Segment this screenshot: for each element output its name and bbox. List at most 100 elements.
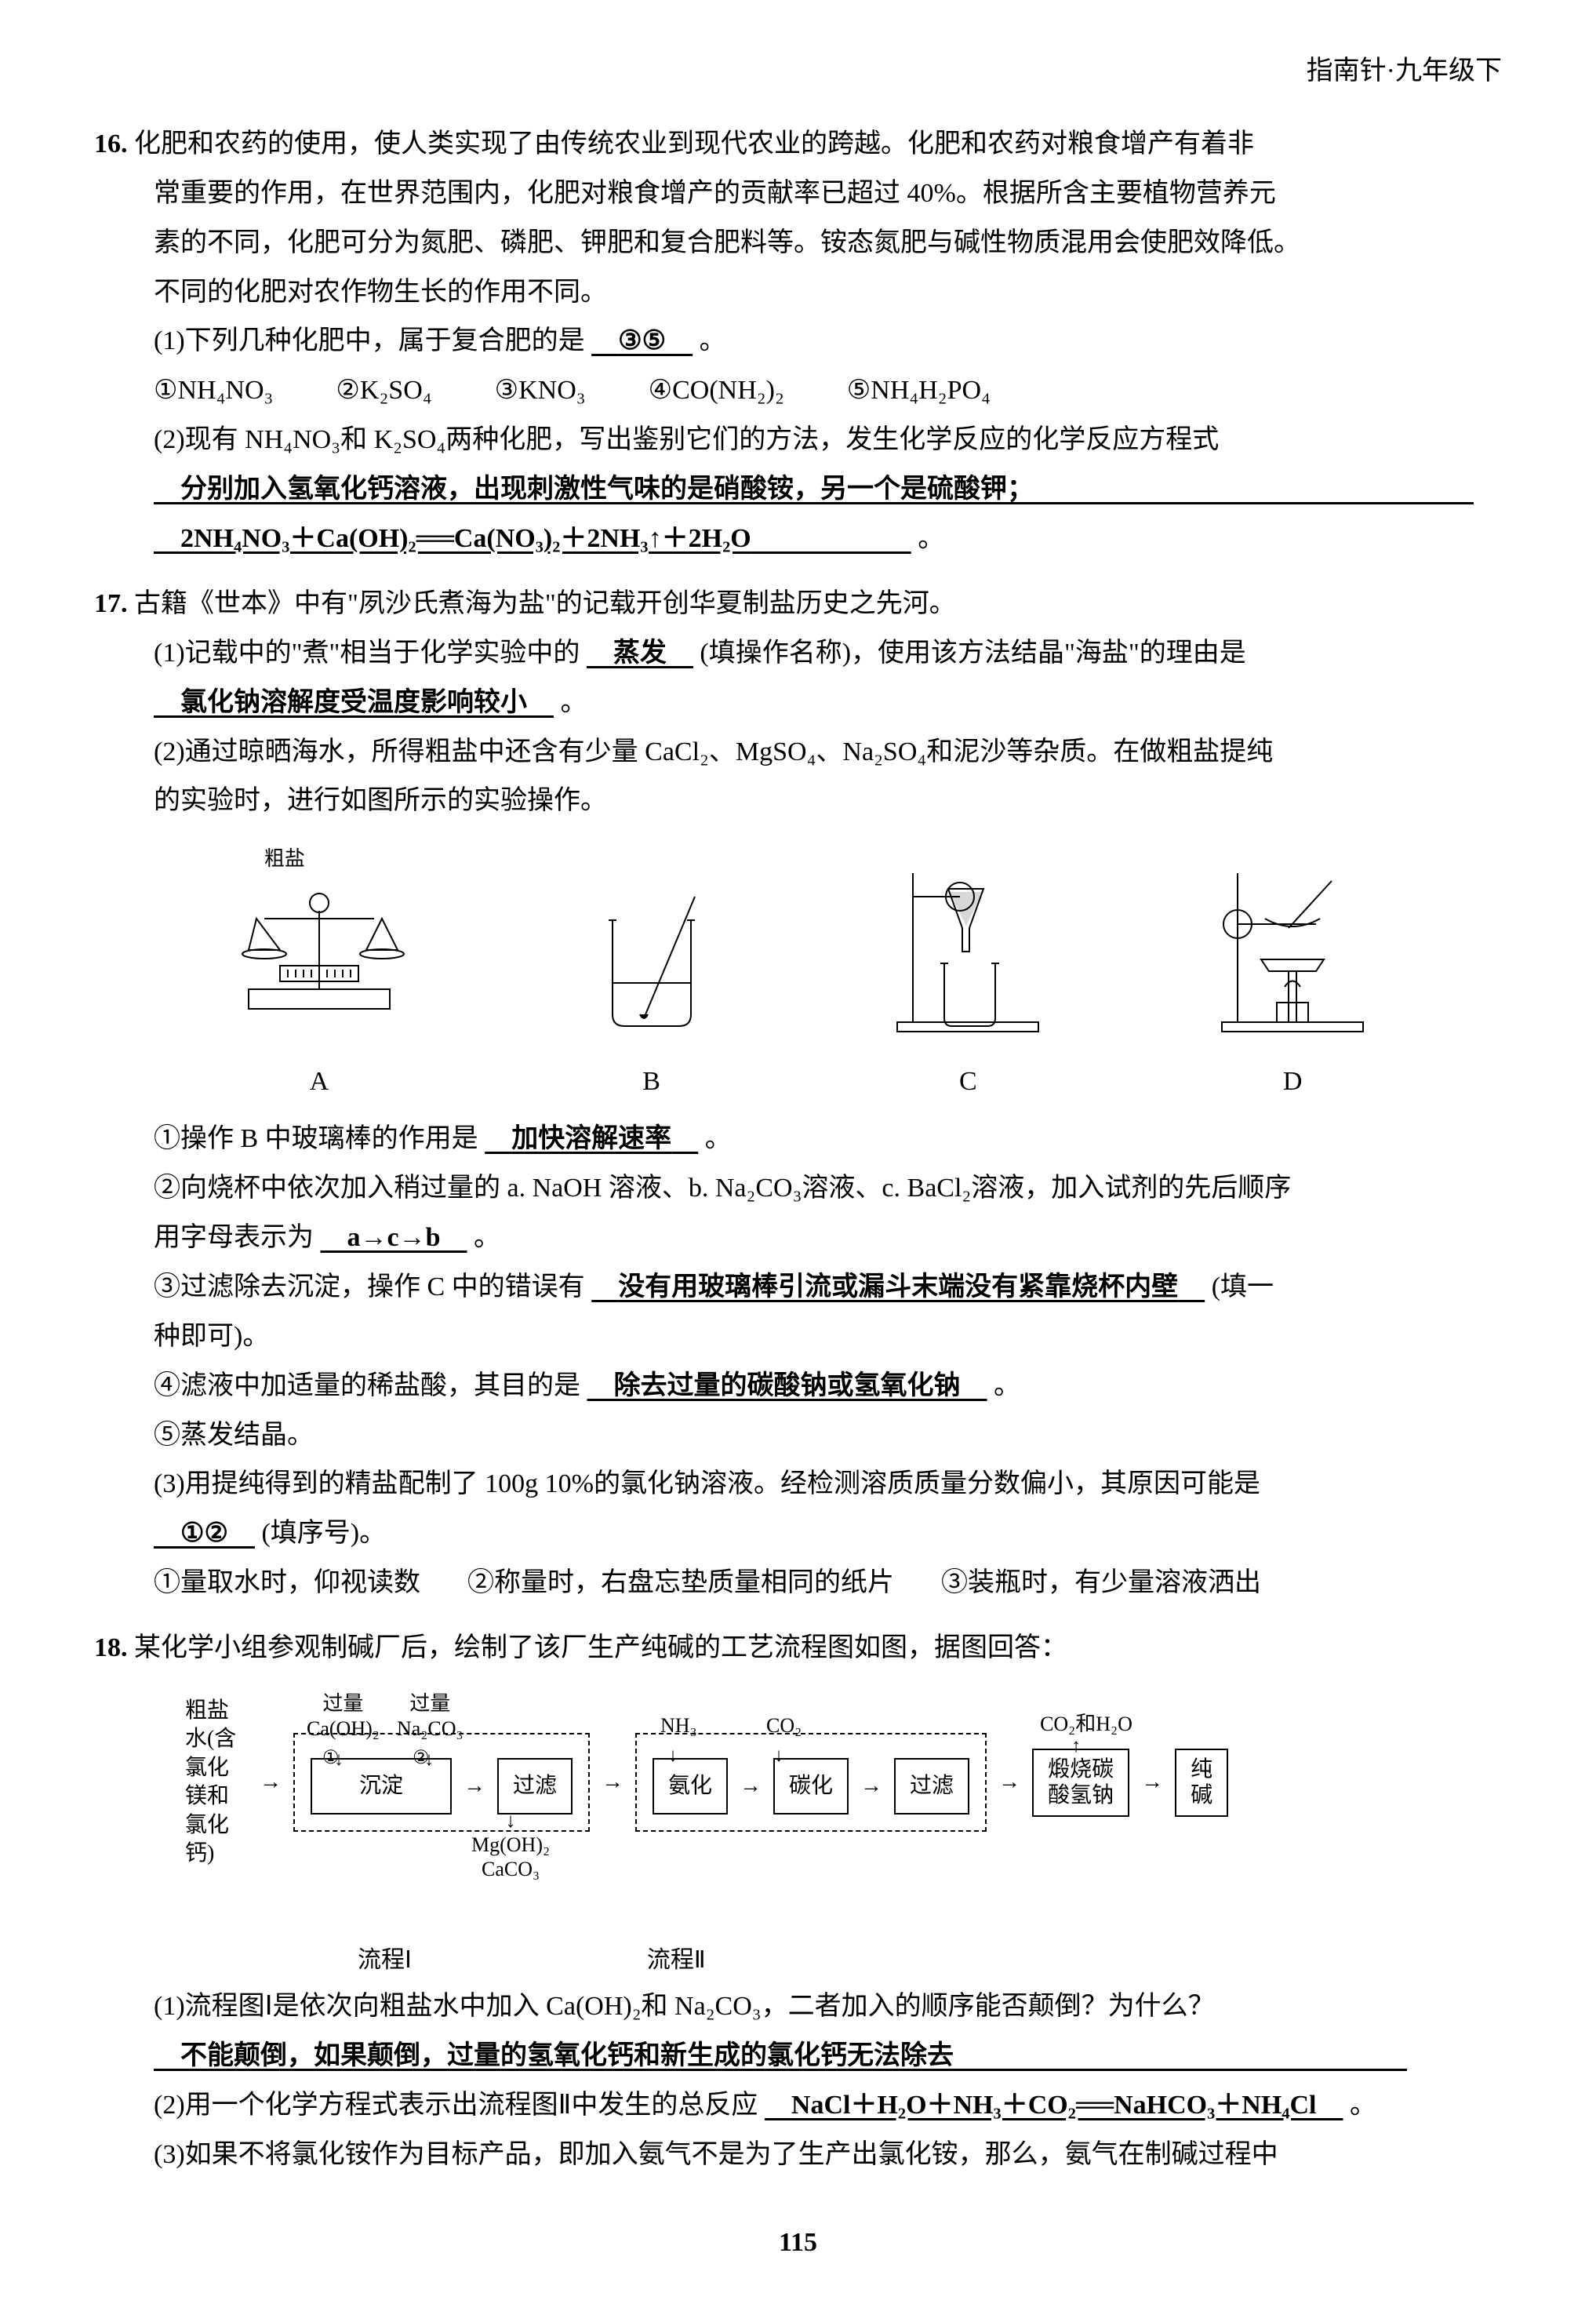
q17-sub2-l2a: 用字母表示为: [154, 1223, 314, 1252]
diagram-a-label: A: [310, 1057, 329, 1107]
q18-p1-ans: 不能颠倒，如果颠倒，过量的氢氧化钙和新生成的氯化钙无法除去: [180, 2041, 954, 2070]
q17-sub2-end: 。: [474, 1223, 500, 1252]
arrow-icon: →: [464, 1766, 485, 1807]
filter-funnel-icon: [882, 850, 1054, 1038]
up-arrow-icon: ↑: [1071, 1729, 1081, 1764]
arrow-icon: →: [740, 1766, 762, 1807]
q17-sub1-ans: 加快溶解速率: [511, 1124, 671, 1153]
q17-sub5: ⑤蒸发结晶。: [94, 1411, 1502, 1461]
down-arrow-icon: ↓: [668, 1738, 678, 1773]
flow-label2: 流程Ⅱ: [647, 1938, 706, 1982]
arrow-icon: →: [260, 1762, 282, 1803]
q18-intro: 某化学小组参观制碱厂后，绘制了该厂生产纯碱的工艺流程图如图，据图回答：: [134, 1633, 1067, 1662]
down-arrow-icon: ↓: [506, 1809, 516, 1832]
q18-p2-ans: NaCl＋H₂O＋NH₃＋CO₂══NaHCO₃＋NH₄Cl: [791, 2091, 1317, 2120]
q17-p2-line2: 的实验时，进行如图所示的实验操作。: [94, 777, 1502, 826]
question-17: 17. 古籍《世本》中有"夙沙氏煮海为盐"的记载开创华夏制盐历史之先河。 (1)…: [94, 580, 1502, 1608]
diagram-d-label: D: [1283, 1057, 1303, 1107]
q16-p2-line1: (2)现有 NH₄NO₃和 K₂SO₄两种化肥，写出鉴别它们的方法，发生化学反应…: [94, 416, 1502, 465]
q17-p1-ans2: 氯化钠溶解度受温度影响较小: [180, 688, 527, 717]
down-arrow-icon: ↓: [334, 1742, 344, 1777]
q16-intro-line1: 化肥和农药的使用，使人类实现了由传统农业到现代农业的跨越。化肥和农药对粮食增产有…: [134, 129, 1254, 158]
q16-p1-answer: ③⑤: [618, 326, 666, 355]
q17-sub4-a: ④滤液中加适量的稀盐酸，其目的是: [154, 1371, 580, 1400]
q17-number: 17.: [94, 589, 128, 618]
q17-intro: 古籍《世本》中有"夙沙氏煮海为盐"的记载开创华夏制盐历史之先河。: [134, 589, 956, 618]
q17-p3-opt1: ①量取水时，仰视读数: [154, 1559, 420, 1608]
question-16: 16. 化肥和农药的使用，使人类实现了由传统农业到现代农业的跨越。化肥和农药对粮…: [94, 120, 1502, 564]
flowchart-container: 粗盐水(含氯化镁和氯化钙) → 过量 过量Ca(OH)₂Ca(OH)₂ 过量 N…: [94, 1673, 1502, 1982]
q18-p3: (3)如果不将氯化铵作为目标产品，即加入氨气不是为了生产出氯化铵，那么，氨气在制…: [94, 2131, 1502, 2180]
q18-p2-end: 。: [1350, 2091, 1376, 2120]
q17-sub3-a: ③过滤除去沉淀，操作 C 中的错误有: [154, 1272, 585, 1301]
flow-duanshao: 煅烧碳酸氢钠: [1032, 1749, 1129, 1817]
q18-p2-a: (2)用一个化学方程式表示出流程图Ⅱ中发生的总反应: [154, 2091, 758, 2120]
experiment-diagrams: 粗盐: [94, 826, 1502, 1115]
flow-tanhua: 碳化: [773, 1758, 849, 1815]
q16-intro-line2: 常重要的作用，在世界范围内，化肥对粮食增产的贡献率已超过 40%。根据所含主要植…: [94, 169, 1502, 219]
q17-sub4-end: 。: [994, 1371, 1020, 1400]
q17-p2-line1: (2)通过晾晒海水，所得粗盐中还含有少量 CaCl₂、MgSO₄、Na₂SO₄和…: [94, 728, 1502, 777]
q16-p1-text: (1)下列几种化肥中，属于复合肥的是: [154, 326, 585, 355]
evaporation-icon: [1206, 850, 1379, 1038]
q17-p3-opt2: ②称量时，右盘忘垫质量相同的纸片: [467, 1559, 894, 1608]
q18-p1-l1: (1)流程图Ⅰ是依次向粗盐水中加入 Ca(OH)₂和 Na₂CO₃，二者加入的顺…: [94, 1982, 1502, 2032]
q17-sub1-end: 。: [705, 1124, 732, 1153]
q17-p1-end: 。: [561, 688, 587, 717]
q16-opt4: ④CO(NH₂)₂: [649, 366, 784, 416]
page-number: 115: [94, 2219, 1502, 2268]
diagram-c-label: C: [959, 1057, 977, 1107]
flow-left-label: 粗盐水(含氯化镁和氯化钙): [185, 1697, 248, 1868]
down-arrow-icon: ↓: [774, 1738, 783, 1773]
q17-sub3-b: (填一: [1212, 1272, 1274, 1301]
q17-p1-l1a: (1)记载中的"煮"相当于化学实验中的: [154, 639, 580, 668]
q17-p1-ans1: 蒸发: [613, 639, 667, 668]
flow-guolv1: 过滤: [497, 1758, 573, 1815]
q17-p3-opt3: ③装瓶时，有少量溶液洒出: [941, 1559, 1261, 1608]
q17-sub2-ans: a→c→b: [347, 1223, 441, 1252]
q16-p2-end: 。: [918, 524, 944, 553]
arrow-icon: →: [860, 1766, 882, 1807]
flow-guolv2: 过滤: [894, 1758, 969, 1815]
page-header: 指南针·九年级下: [94, 47, 1502, 96]
flow-na2co3-top: 过量: [409, 1692, 450, 1715]
q16-p2-ans2: 2NH₄NO₃＋Ca(OH)₂══Ca(NO₃)₂＋2NH₃↑＋2H₂O: [180, 524, 751, 553]
diagram-b-label: B: [642, 1057, 660, 1107]
q16-number: 16.: [94, 129, 128, 158]
arrow-icon: →: [1141, 1762, 1163, 1803]
q17-p3-ans: ①②: [180, 1519, 228, 1548]
question-18: 18. 某化学小组参观制碱厂后，绘制了该厂生产纯碱的工艺流程图如图，据图回答： …: [94, 1624, 1502, 2179]
q17-p1-l1b: (填操作名称)，使用该方法结晶"海盐"的理由是: [700, 639, 1245, 668]
q16-intro-line4: 不同的化肥对农作物生长的作用不同。: [94, 268, 1502, 318]
diagram-b: B: [573, 881, 730, 1107]
q16-p1-end: 。: [700, 326, 726, 355]
flow-group-2: NH₃ CO₂ ↓ ↓ 氨化 → 碳化 → 过滤: [635, 1733, 987, 1832]
q17-sub4-ans: 除去过量的碳酸钠或氢氧化钠: [614, 1371, 961, 1400]
q17-p3-l1: (3)用提纯得到的精盐配制了 100g 10%的氯化钠溶液。经检测溶质质量分数偏…: [94, 1460, 1502, 1509]
q16-intro-line3: 素的不同，化肥可分为氮肥、磷肥、钾肥和复合肥料等。铵态氮肥与碱性物质混用会使肥效…: [94, 219, 1502, 268]
diagram-d: D: [1206, 850, 1379, 1107]
diagram-a: 粗盐: [217, 864, 421, 1107]
balance-scale-icon: [217, 864, 421, 1021]
q17-sub2-l1: ②向烧杯中依次加入稍过量的 a. NaOH 溶液、b. Na₂CO₃溶液、c. …: [94, 1164, 1502, 1214]
q16-opt3: ③KNO₃: [495, 366, 586, 416]
q16-opt2: ②K₂SO₄: [336, 366, 431, 416]
q17-p3-end: (填序号)。: [261, 1519, 386, 1548]
q17-sub3-ans: 没有用玻璃棒引流或漏斗末端没有紧靠烧杯内壁: [618, 1272, 1178, 1301]
arrow-icon: →: [998, 1762, 1020, 1803]
flow-group-1: 过量 过量Ca(OH)₂Ca(OH)₂ 过量 Na₂CO₃ ① ② ↓ ↓ 沉淀…: [293, 1733, 590, 1832]
flow-anhua: 氨化: [653, 1758, 728, 1815]
beaker-stir-icon: [573, 881, 730, 1038]
cuyan-label: 粗盐: [264, 840, 305, 878]
q16-p2-ans1: 分别加入氢氧化钙溶液，出现刺激性气味的是硝酸铵，另一个是硫酸钾；: [180, 475, 1020, 504]
q17-sub1-a: ①操作 B 中玻璃棒的作用是: [154, 1124, 478, 1153]
q17-sub3-l2: 种即可)。: [94, 1312, 1502, 1362]
arrow-icon: →: [602, 1762, 623, 1803]
q18-number: 18.: [94, 1633, 128, 1662]
flow-caoh-top: 过量: [322, 1692, 363, 1715]
q16-opt5: ⑤NH₄H₂PO₄: [847, 366, 991, 416]
flow-label1: 流程Ⅰ: [358, 1938, 412, 1982]
diagram-c: C: [882, 850, 1054, 1107]
flow-chunjian: 纯碱: [1175, 1749, 1228, 1817]
q16-opt1: ①NH₄NO₃: [154, 366, 273, 416]
